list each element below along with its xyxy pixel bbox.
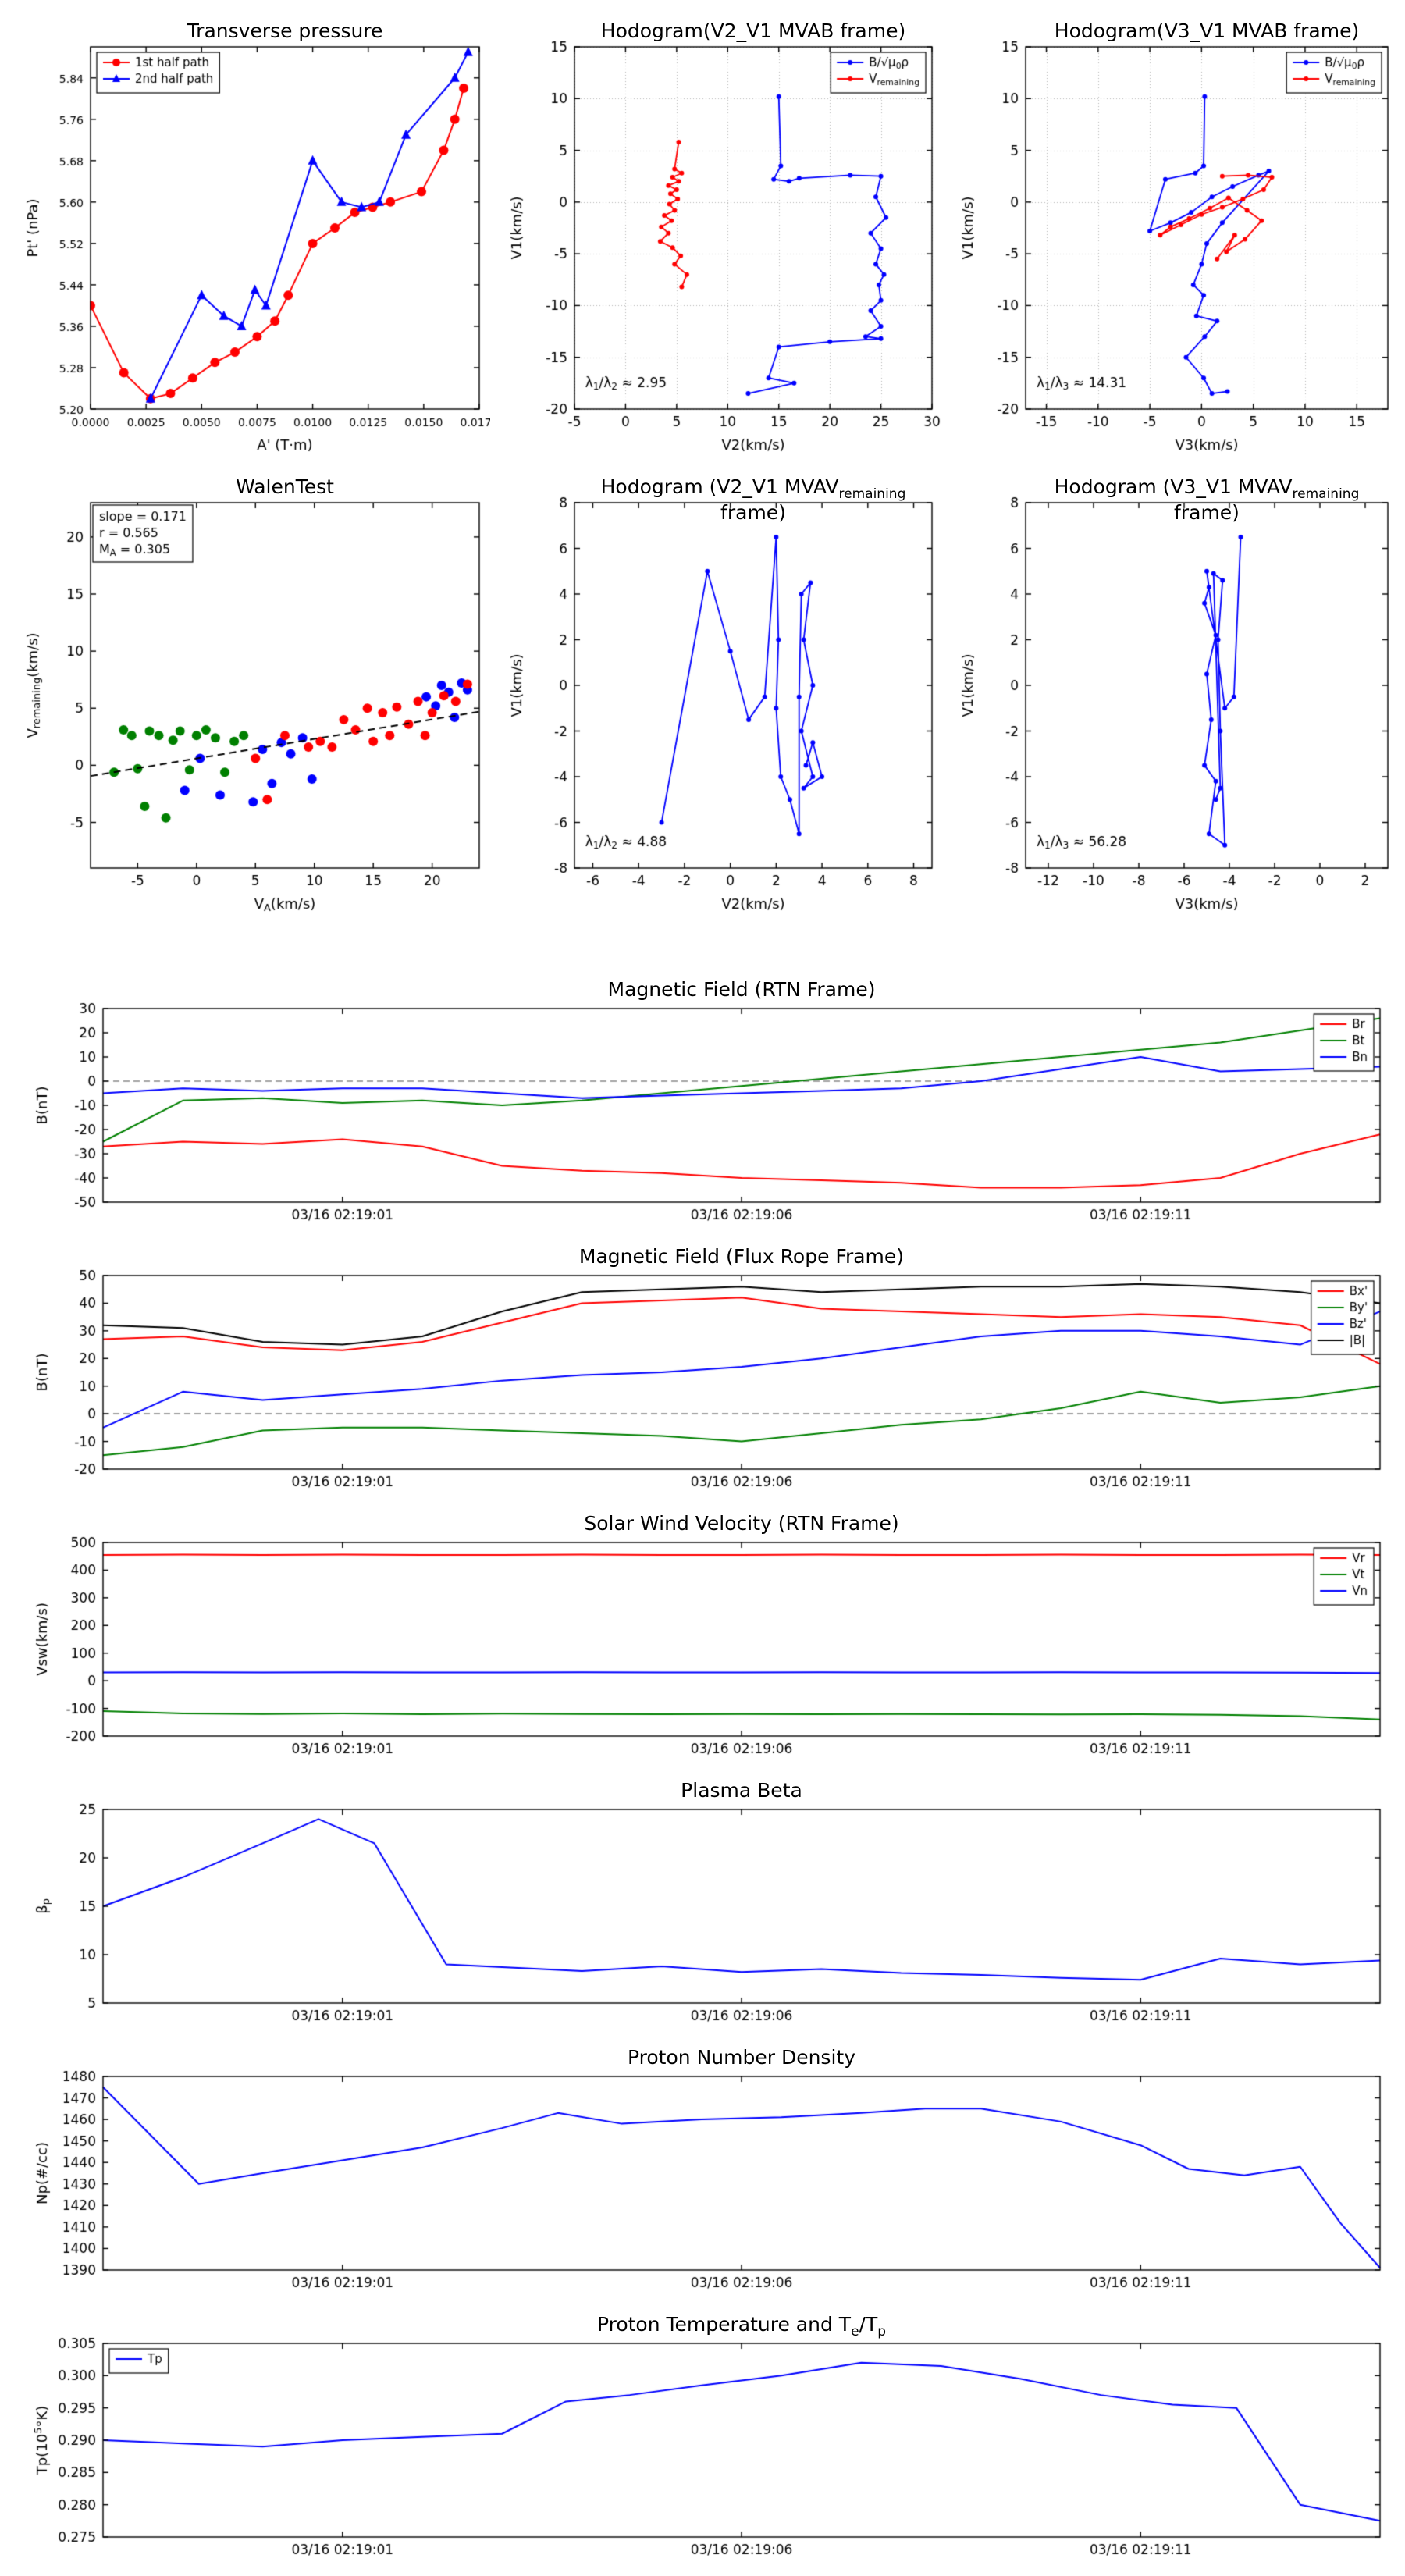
chart-magnetic-field-rtn: Magnetic Field (RTN Frame): [31, 974, 1393, 1233]
chart-title: Proton Number Density: [628, 2046, 855, 2069]
chart-title: WalenTest: [236, 475, 334, 498]
chart-proton-temperature-canvas: [31, 2309, 1393, 2574]
chart-proton-number-density: Proton Number Density: [31, 2042, 1393, 2301]
chart-hodogram-v3v1-mvab-canvas: [957, 11, 1399, 457]
chart-transverse-pressure: Transverse pressure: [22, 11, 490, 457]
chart-magnetic-field-flux-rope: Magnetic Field (Flux Rope Frame): [31, 1241, 1393, 1500]
chart-plasma-beta: Plasma Beta: [31, 1775, 1393, 2034]
chart-title: Hodogram (V2_V1 MVAVremaining frame): [600, 475, 906, 524]
chart-walen-test: WalenTest: [22, 467, 490, 916]
chart-solar-wind-velocity-canvas: [31, 1508, 1393, 1767]
chart-title: Solar Wind Velocity (RTN Frame): [584, 1512, 899, 1535]
chart-hodogram-v2v1-mvab: Hodogram(V2_V1 MVAB frame): [506, 11, 943, 457]
chart-title: Hodogram (V3_V1 MVAVremaining frame): [1054, 475, 1360, 524]
chart-hodogram-v3v1-mvab: Hodogram(V3_V1 MVAB frame): [957, 11, 1399, 457]
chart-title: Transverse pressure: [187, 20, 383, 42]
chart-magnetic-field-flux-rope-canvas: [31, 1241, 1393, 1500]
chart-walen-test-canvas: [22, 467, 490, 916]
chart-hodogram-v2v1-mvav: Hodogram (V2_V1 MVAVremaining frame): [506, 467, 943, 916]
chart-solar-wind-velocity: Solar Wind Velocity (RTN Frame): [31, 1508, 1393, 1767]
chart-title: Magnetic Field (Flux Rope Frame): [578, 1245, 905, 1268]
chart-magnetic-field-rtn-canvas: [31, 974, 1393, 1233]
chart-title: Magnetic Field (RTN Frame): [607, 978, 876, 1001]
chart-hodogram-v3v1-mvav: Hodogram (V3_V1 MVAVremaining frame): [957, 467, 1399, 916]
chart-hodogram-v2v1-mvav-canvas: [506, 467, 943, 916]
chart-plasma-beta-canvas: [31, 1775, 1393, 2034]
chart-title: Hodogram(V2_V1 MVAB frame): [600, 20, 906, 42]
chart-title: Proton Temperature and Te/Tp: [596, 2313, 887, 2339]
chart-proton-temperature: Proton Temperature and Te/Tp: [31, 2309, 1393, 2574]
chart-proton-number-density-canvas: [31, 2042, 1393, 2301]
chart-title: Plasma Beta: [681, 1779, 802, 1802]
chart-transverse-pressure-canvas: [22, 11, 490, 457]
chart-hodogram-v3v1-mvav-canvas: [957, 467, 1399, 916]
chart-title: Hodogram(V3_V1 MVAB frame): [1054, 20, 1360, 42]
chart-hodogram-v2v1-mvab-canvas: [506, 11, 943, 457]
